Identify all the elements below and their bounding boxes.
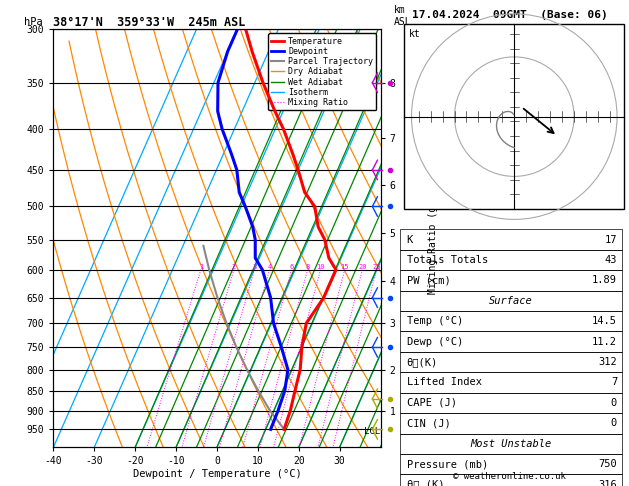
Text: K: K (407, 235, 413, 244)
Text: Most Unstable: Most Unstable (470, 439, 552, 449)
Text: 15: 15 (340, 264, 349, 270)
Text: 14.5: 14.5 (592, 316, 617, 326)
Text: CIN (J): CIN (J) (407, 418, 450, 428)
X-axis label: Dewpoint / Temperature (°C): Dewpoint / Temperature (°C) (133, 469, 301, 479)
Text: 316: 316 (598, 480, 617, 486)
Text: 20: 20 (358, 264, 367, 270)
Text: 312: 312 (598, 357, 617, 367)
Text: 1.89: 1.89 (592, 276, 617, 285)
Text: Lifted Index: Lifted Index (407, 378, 482, 387)
Text: 17.04.2024  09GMT  (Base: 06): 17.04.2024 09GMT (Base: 06) (411, 10, 608, 20)
Text: Dewp (°C): Dewp (°C) (407, 337, 463, 347)
Text: θᴇ (K): θᴇ (K) (407, 480, 444, 486)
Text: 6: 6 (289, 264, 294, 270)
Text: 0: 0 (611, 398, 617, 408)
Bar (399, 434, 622, 454)
Bar (404, 24, 624, 209)
Text: 750: 750 (598, 459, 617, 469)
Text: 17: 17 (604, 235, 617, 244)
Text: 3: 3 (252, 264, 257, 270)
Bar (399, 331, 622, 352)
Bar (399, 454, 622, 474)
Text: Pressure (mb): Pressure (mb) (407, 459, 488, 469)
Text: km
ASL: km ASL (394, 5, 411, 27)
Text: © weatheronline.co.uk: © weatheronline.co.uk (453, 472, 566, 481)
Bar (399, 352, 622, 372)
Bar (399, 474, 622, 486)
Text: 4: 4 (267, 264, 272, 270)
Bar (399, 229, 622, 250)
Text: hPa: hPa (24, 17, 43, 27)
Text: PW (cm): PW (cm) (407, 276, 450, 285)
Text: kt: kt (409, 29, 421, 39)
Text: θᴇ(K): θᴇ(K) (407, 357, 438, 367)
Text: 38°17'N  359°33'W  245m ASL: 38°17'N 359°33'W 245m ASL (53, 16, 246, 29)
Text: Temp (°C): Temp (°C) (407, 316, 463, 326)
Text: 11.2: 11.2 (592, 337, 617, 347)
Bar (399, 413, 622, 434)
Text: 10: 10 (316, 264, 325, 270)
Bar (399, 393, 622, 413)
Text: 7: 7 (611, 378, 617, 387)
Text: 43: 43 (604, 255, 617, 265)
Text: LCL: LCL (364, 427, 380, 435)
Text: Surface: Surface (489, 296, 533, 306)
Text: 25: 25 (372, 264, 381, 270)
Bar (399, 372, 622, 393)
Text: 1: 1 (199, 264, 203, 270)
Text: 0: 0 (611, 418, 617, 428)
Text: CAPE (J): CAPE (J) (407, 398, 457, 408)
Legend: Temperature, Dewpoint, Parcel Trajectory, Dry Adiabat, Wet Adiabat, Isotherm, Mi: Temperature, Dewpoint, Parcel Trajectory… (268, 34, 376, 110)
Text: Totals Totals: Totals Totals (407, 255, 488, 265)
Text: 2: 2 (232, 264, 236, 270)
Bar (399, 311, 622, 331)
Text: Mixing Ratio (g/kg): Mixing Ratio (g/kg) (428, 182, 438, 294)
Bar (399, 250, 622, 270)
Text: 8: 8 (306, 264, 309, 270)
Bar (399, 270, 622, 291)
Bar (399, 291, 622, 311)
